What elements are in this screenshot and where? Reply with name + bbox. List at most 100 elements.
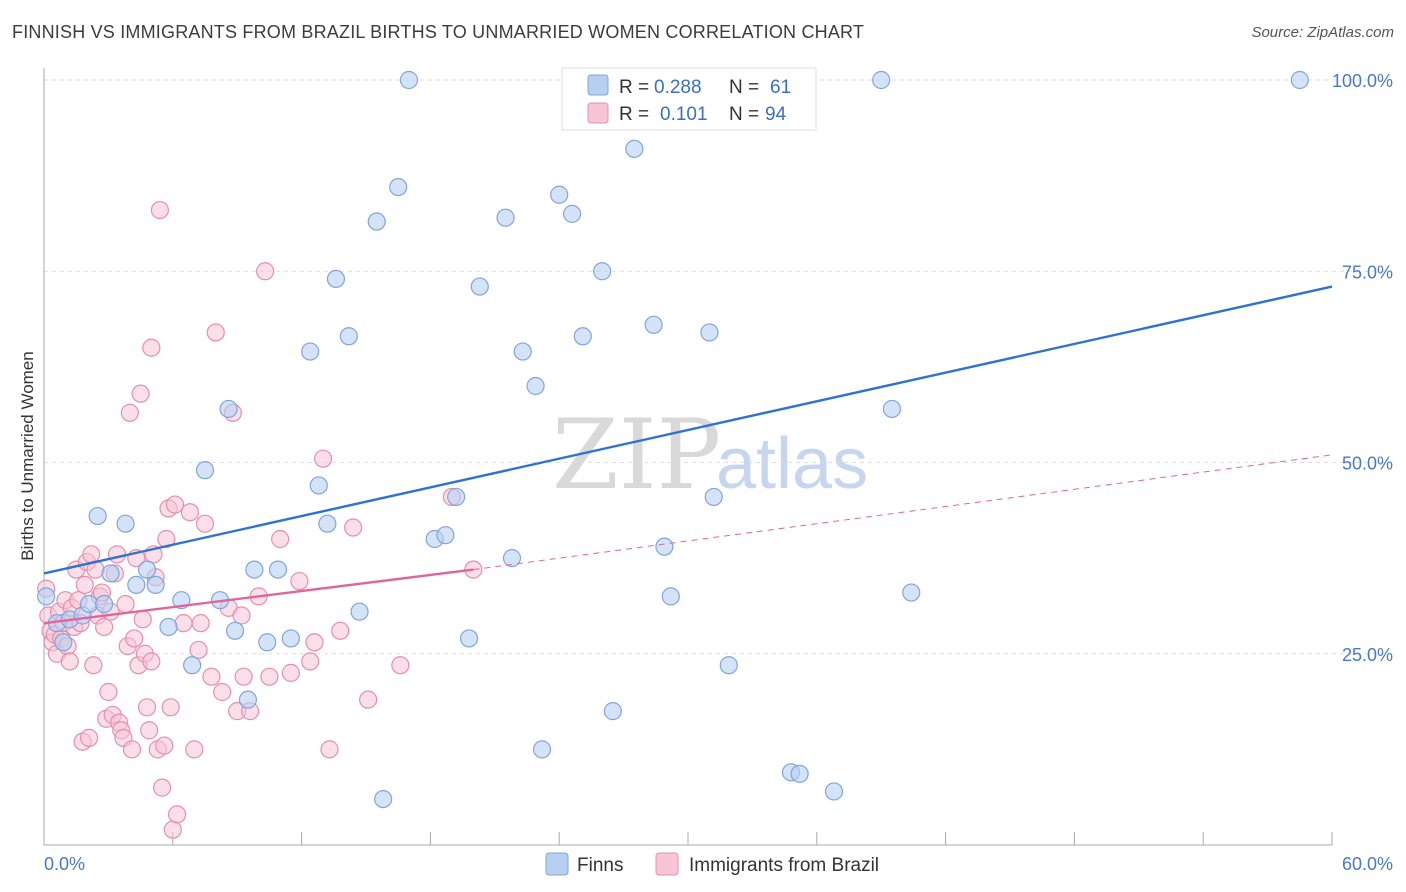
- finns-point: [137, 560, 157, 579]
- finns-point: [872, 70, 891, 90]
- brazil-point: [163, 820, 182, 839]
- finns-point: [902, 583, 921, 602]
- brazil-point: [133, 610, 152, 629]
- legend-n-value-finns: 61: [770, 77, 791, 98]
- finns-point: [447, 487, 466, 507]
- brazil-point: [206, 323, 225, 342]
- legend-r-label-finns: R =: [619, 77, 649, 98]
- finns-point: [309, 476, 328, 495]
- brazil-point: [155, 736, 174, 755]
- legend-n-label-brazil: N =: [729, 104, 759, 125]
- finns-point: [367, 212, 386, 231]
- brazil-point: [185, 740, 204, 759]
- series-legend: Finns Immigrants from Brazil: [545, 852, 879, 876]
- brazil-trend-extension: [473, 454, 1333, 571]
- chart-title: FINNISH VS IMMIGRANTS FROM BRAZIL BIRTHS…: [12, 22, 865, 42]
- watermark-atlas: atlas: [716, 424, 868, 504]
- finns-point: [704, 487, 723, 507]
- brazil-point: [142, 338, 161, 357]
- finns-point: [550, 185, 569, 204]
- y-tick-label: 50.0%: [1342, 454, 1393, 474]
- finns-point: [1290, 70, 1309, 90]
- finns-point: [389, 178, 408, 197]
- legend-r-value-brazil: 0.101: [660, 104, 708, 125]
- bottom-legend-swatch-finns: [545, 852, 569, 876]
- brazil-point: [125, 629, 144, 648]
- brazil-trend-line: [43, 568, 474, 625]
- finns-point: [159, 617, 178, 637]
- x-tick-label-max: 60.0%: [1342, 854, 1393, 874]
- finns-point: [219, 399, 238, 419]
- finns-point: [281, 629, 300, 648]
- brazil-point: [189, 640, 208, 660]
- brazil-point: [140, 721, 159, 740]
- brazil-point: [281, 663, 300, 682]
- brazil-point: [79, 728, 99, 748]
- finns-point: [719, 656, 738, 675]
- bottom-legend-label-finns: Finns: [577, 855, 623, 876]
- finns-point: [258, 633, 277, 652]
- finns-point: [526, 376, 545, 396]
- stats-legend: R = 0.288 N = 61 R = 0.101 N = 94: [561, 67, 817, 131]
- brazil-point: [344, 518, 363, 537]
- trend-lines: [43, 285, 1333, 625]
- finns-point: [824, 782, 844, 801]
- finns-point: [644, 315, 663, 334]
- brazil-point: [152, 778, 172, 797]
- finns-point: [88, 506, 107, 526]
- brazil-point: [290, 571, 309, 591]
- finns-point: [625, 139, 644, 158]
- bottom-legend-label-brazil: Immigrants from Brazil: [689, 855, 879, 876]
- finns-point: [183, 656, 202, 675]
- finns-point: [470, 277, 489, 296]
- brazil-point: [359, 690, 378, 709]
- brazil-point: [75, 575, 94, 595]
- finns-point: [790, 764, 809, 783]
- brazil-point: [161, 698, 180, 717]
- brazil-point: [180, 503, 200, 522]
- finns-point: [37, 587, 56, 606]
- brazil-point: [256, 262, 275, 281]
- brazil-point: [195, 514, 215, 533]
- brazil-point: [157, 529, 176, 549]
- legend-n-value-brazil: 94: [765, 104, 787, 125]
- finns-point: [101, 564, 120, 583]
- brazil-point: [232, 606, 251, 625]
- finns-point: [700, 323, 719, 342]
- finns-point: [603, 702, 622, 721]
- finns-point: [339, 327, 358, 346]
- source-label: Source: ZipAtlas.com: [1251, 24, 1394, 41]
- brazil-point: [331, 621, 350, 640]
- brazil-point: [234, 667, 253, 686]
- finns-point: [54, 633, 73, 652]
- y-axis-label: Births to Unmarried Women: [18, 351, 37, 560]
- y-tick-labels: 25.0% 50.0% 75.0% 100.0%: [1332, 71, 1393, 665]
- brazil-point: [150, 200, 170, 220]
- brazil-point: [116, 594, 135, 614]
- finns-trend-line: [43, 285, 1333, 575]
- finns-point: [655, 537, 674, 556]
- legend-r-label-brazil: R =: [619, 104, 649, 125]
- finns-point: [195, 461, 215, 480]
- legend-n-label-finns: N =: [729, 77, 759, 98]
- legend-swatch-brazil: [587, 102, 609, 124]
- finns-point: [562, 204, 582, 223]
- finns-point: [399, 70, 419, 90]
- series-finns-points: [37, 70, 1309, 809]
- brazil-point: [174, 614, 193, 633]
- finns-point: [225, 621, 245, 640]
- finns-point: [502, 549, 522, 568]
- brazil-point: [131, 384, 150, 403]
- y-tick-label: 100.0%: [1332, 71, 1393, 91]
- brazil-point: [107, 545, 127, 564]
- y-tick-label: 25.0%: [1342, 645, 1393, 665]
- brazil-point: [301, 652, 320, 671]
- brazil-point: [320, 740, 339, 759]
- brazil-point: [165, 495, 185, 514]
- brazil-point: [202, 667, 221, 686]
- brazil-point: [60, 652, 79, 671]
- bottom-legend-swatch-brazil: [655, 852, 679, 876]
- x-ticks: [43, 832, 1333, 845]
- finns-point: [593, 262, 612, 281]
